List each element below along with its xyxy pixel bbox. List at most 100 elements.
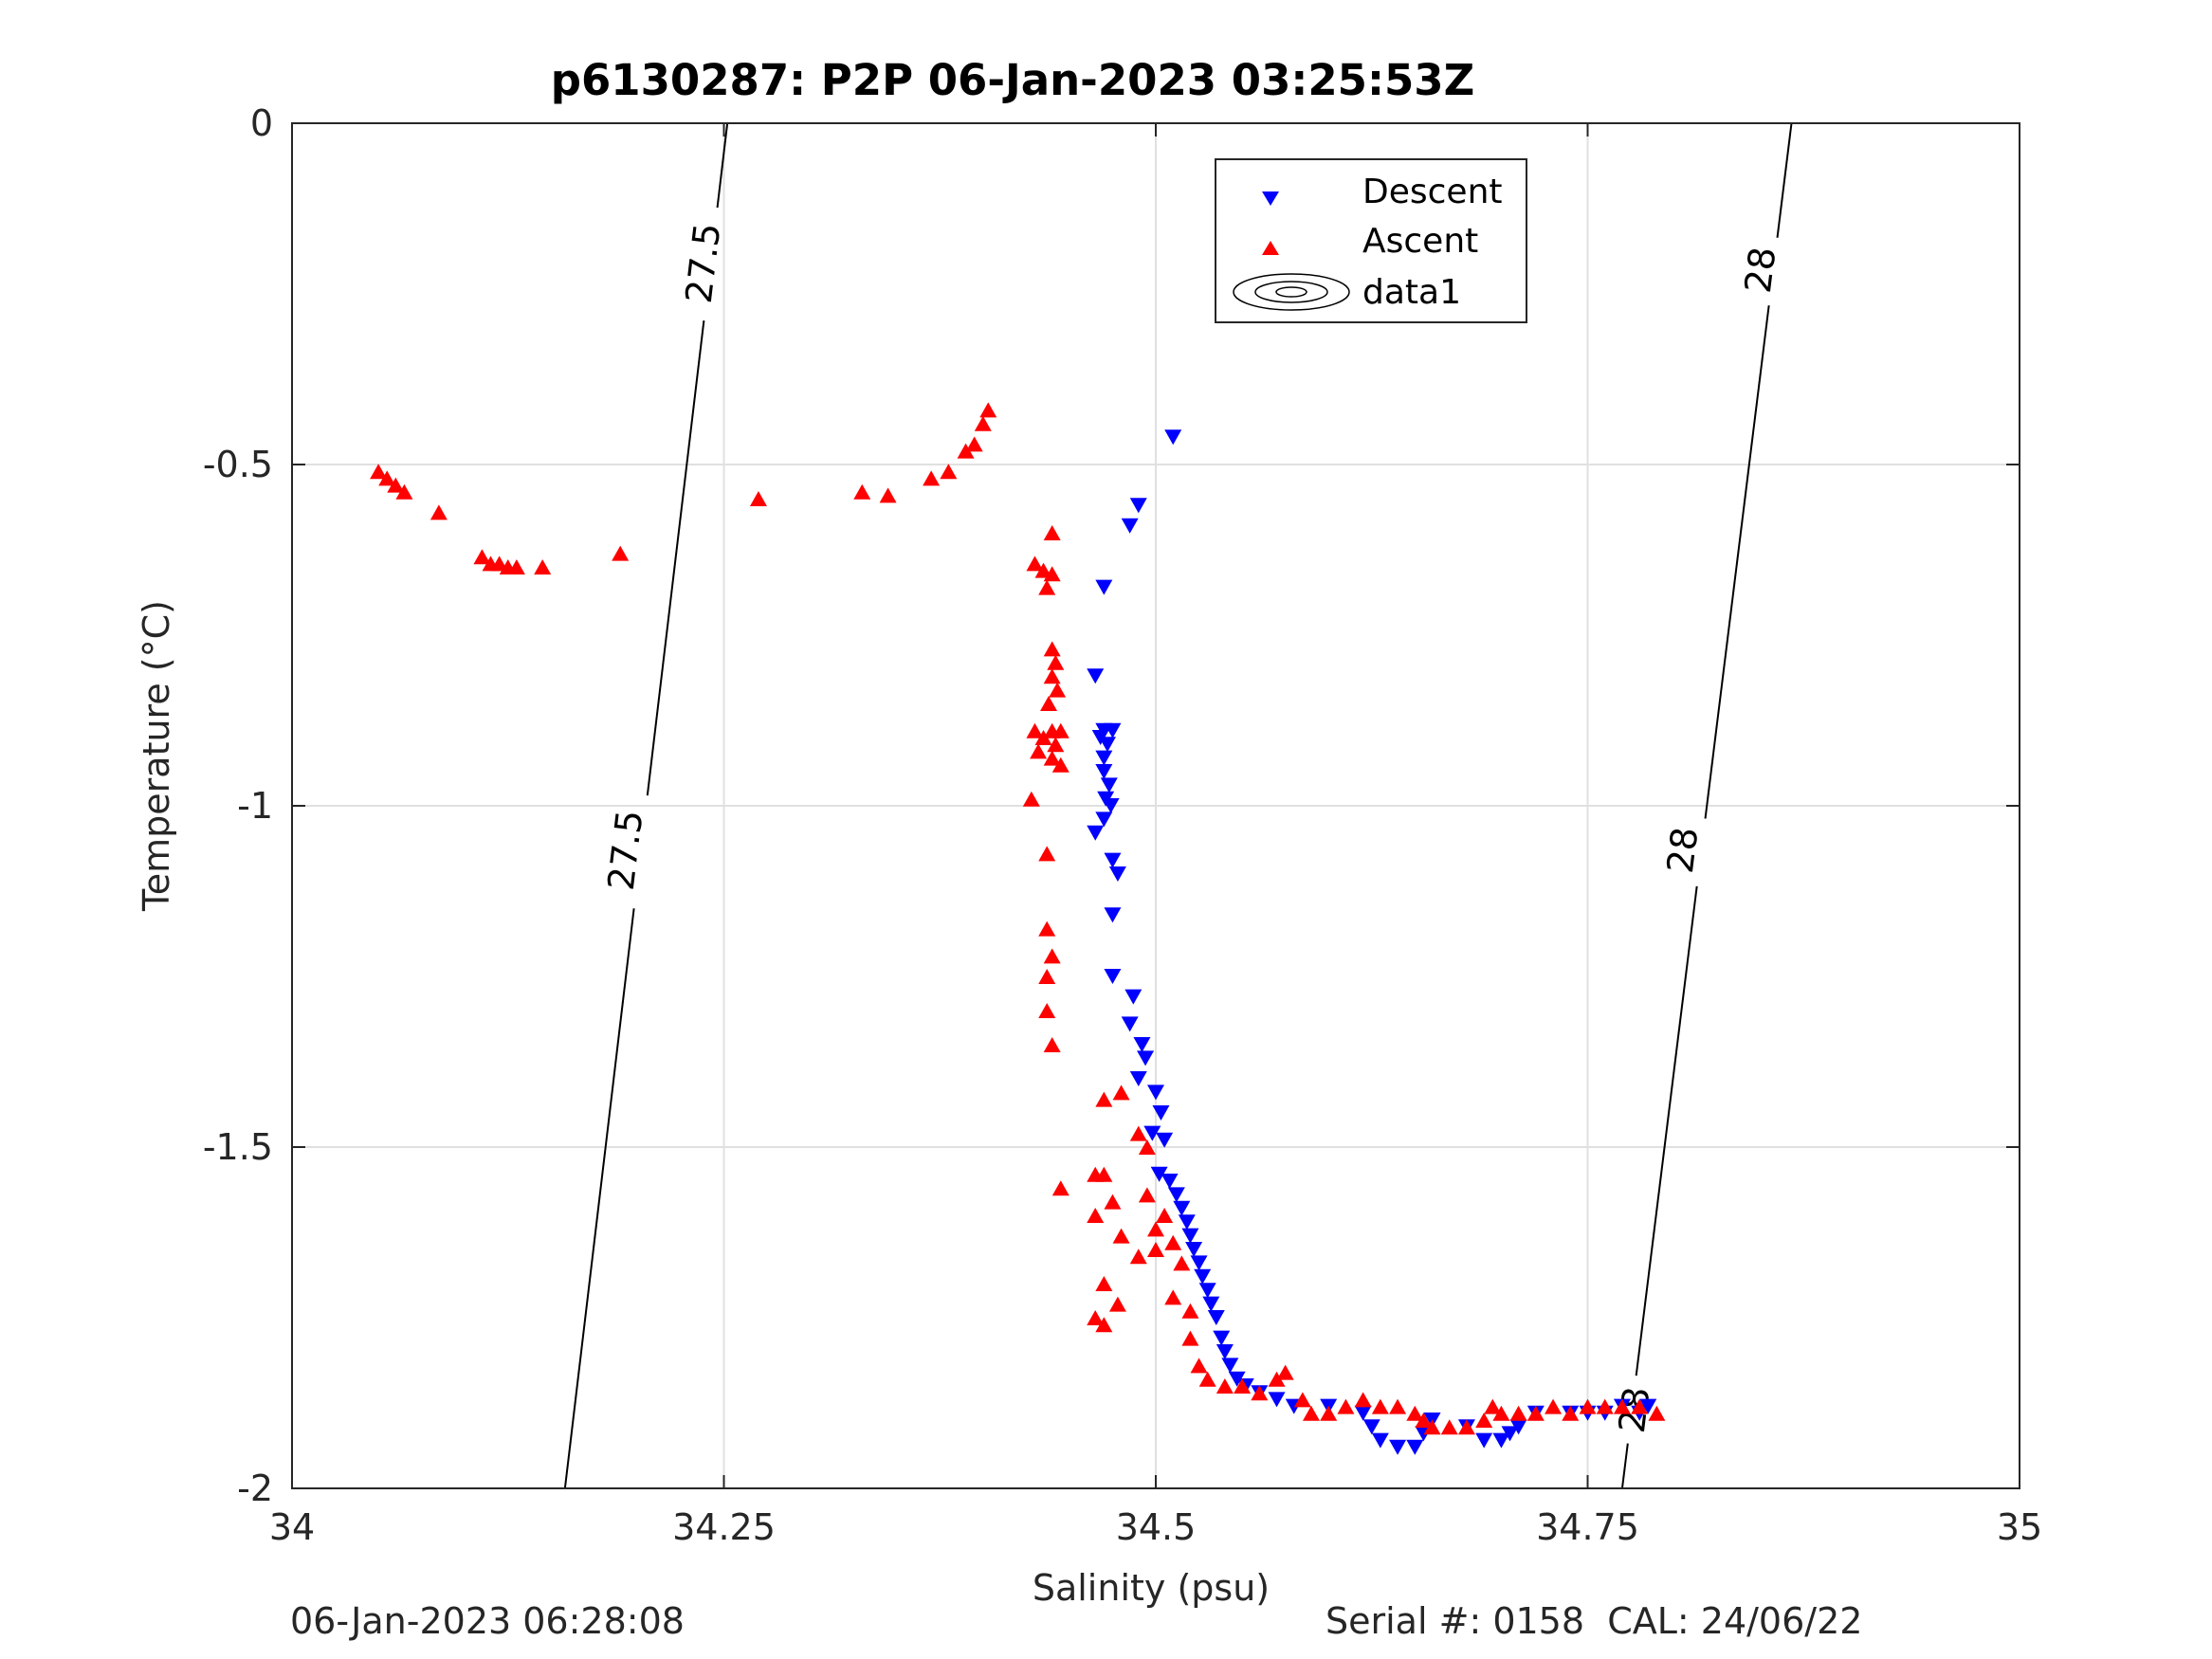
- data-point-ascent: [507, 559, 525, 574]
- contour-line: [1776, 122, 1793, 238]
- data-point-ascent: [1389, 1398, 1407, 1414]
- data-point-ascent: [749, 491, 767, 506]
- data-point-descent: [1173, 1200, 1191, 1216]
- data-point-descent: [1406, 1439, 1424, 1455]
- data-point-ascent: [1173, 1255, 1191, 1271]
- data-point-ascent: [1043, 750, 1061, 766]
- y-tick-label: -2: [237, 1468, 273, 1509]
- data-point-ascent: [1038, 846, 1056, 862]
- data-point-descent: [1095, 811, 1113, 828]
- data-point-ascent: [979, 402, 997, 418]
- data-point-ascent: [534, 559, 552, 574]
- data-point-ascent: [1423, 1419, 1441, 1435]
- data-point-ascent: [1043, 1037, 1061, 1052]
- data-point-descent: [1104, 852, 1122, 868]
- data-point-descent: [1143, 1125, 1161, 1141]
- y-tick-label: -1: [237, 785, 273, 827]
- data-point-descent: [1213, 1330, 1231, 1346]
- data-point-ascent: [1040, 696, 1058, 711]
- data-point-ascent: [879, 487, 897, 503]
- data-point-ascent: [1034, 730, 1052, 745]
- data-point-descent: [1216, 1344, 1234, 1359]
- data-point-ascent: [1354, 1392, 1372, 1408]
- data-point-ascent: [1268, 1371, 1286, 1387]
- data-point-ascent: [1038, 579, 1056, 595]
- data-point-ascent: [612, 545, 630, 561]
- contour-line: [1635, 885, 1698, 1376]
- data-point-ascent: [1302, 1405, 1320, 1421]
- data-point-descent: [1190, 1255, 1208, 1271]
- data-point-ascent: [473, 549, 491, 565]
- legend-marker-ascent: [1262, 241, 1279, 255]
- data-point-ascent: [1415, 1413, 1433, 1428]
- data-point-ascent: [1129, 1249, 1147, 1265]
- contour-label: 28: [1659, 825, 1707, 875]
- data-point-descent: [1102, 798, 1120, 813]
- data-point-ascent: [1509, 1405, 1527, 1421]
- footer-serial-cal: Serial #: 0158 CAL: 24/06/22: [1325, 1600, 1863, 1642]
- data-point-ascent: [370, 464, 388, 480]
- data-point-descent: [1108, 866, 1126, 882]
- data-point-ascent: [1164, 1234, 1182, 1250]
- data-point-descent: [1268, 1392, 1286, 1408]
- data-point-ascent: [1026, 556, 1044, 572]
- data-point-ascent: [1147, 1221, 1164, 1237]
- data-point-descent: [1104, 969, 1122, 984]
- data-point-descent: [1104, 907, 1122, 923]
- data-point-ascent: [387, 477, 405, 493]
- data-point-ascent: [1030, 743, 1048, 759]
- chart-title: p6130287: P2P 06-Jan-2023 03:25:53Z: [551, 55, 1475, 105]
- data-point-descent: [1121, 518, 1139, 534]
- data-point-descent: [1161, 1174, 1179, 1189]
- data-point-descent: [1156, 1132, 1174, 1148]
- contour-27-5: 27.5 27.5: [563, 122, 728, 1489]
- legend-marker-descent: [1262, 191, 1279, 206]
- data-point-ascent: [1087, 1310, 1105, 1325]
- data-point-ascent: [1043, 641, 1061, 657]
- data-point-ascent: [1138, 1187, 1156, 1203]
- data-point-ascent: [1631, 1398, 1649, 1414]
- data-point-ascent: [1596, 1398, 1614, 1414]
- data-point-descent: [1095, 579, 1113, 595]
- data-point-descent: [1095, 764, 1113, 779]
- data-point-descent: [1509, 1419, 1527, 1435]
- x-tick-label: 35: [1997, 1506, 2042, 1548]
- data-point-ascent: [1112, 1085, 1130, 1101]
- y-tick-label: -1.5: [203, 1126, 273, 1168]
- x-axis-label: Salinity (psu): [1033, 1567, 1270, 1609]
- data-point-ascent: [1047, 654, 1065, 670]
- contour-line: [563, 908, 635, 1489]
- data-point-ascent: [1051, 757, 1069, 773]
- y-tick-label: 0: [250, 102, 273, 144]
- data-point-ascent: [1108, 1296, 1126, 1312]
- x-tick-label: 34.25: [672, 1506, 776, 1548]
- data-point-descent: [1098, 737, 1116, 753]
- contour-label: 28: [1737, 245, 1784, 295]
- data-point-ascent: [965, 436, 983, 452]
- data-point-descent: [1185, 1242, 1203, 1257]
- data-point-ascent: [1038, 1003, 1056, 1018]
- data-point-ascent: [1087, 1208, 1105, 1223]
- data-point-descent: [1100, 777, 1118, 793]
- data-point-ascent: [1043, 668, 1061, 684]
- data-point-ascent: [1095, 1276, 1113, 1291]
- data-point-descent: [1124, 989, 1143, 1005]
- data-point-ascent: [1648, 1405, 1666, 1421]
- data-point-descent: [1129, 498, 1147, 514]
- data-point-ascent: [1095, 1166, 1113, 1182]
- data-point-ascent: [1406, 1405, 1424, 1421]
- data-point-descent: [1389, 1439, 1407, 1455]
- data-point-ascent: [1216, 1378, 1234, 1394]
- data-point-descent: [1492, 1432, 1510, 1449]
- data-point-descent: [1178, 1214, 1196, 1231]
- data-point-ascent: [1138, 1139, 1156, 1155]
- data-point-descent: [1501, 1426, 1519, 1442]
- data-point-ascent: [1164, 1289, 1182, 1305]
- data-point-descent: [1164, 429, 1182, 446]
- data-point-ascent: [1038, 921, 1056, 937]
- legend-label-ascent: Ascent: [1362, 222, 1478, 261]
- data-point-ascent: [1043, 525, 1061, 540]
- axis-ticks: 34 34.25 34.5 34.75 35 0 -0.5 -1 -1.5 -2: [203, 102, 2042, 1548]
- data-point-ascent: [957, 443, 975, 459]
